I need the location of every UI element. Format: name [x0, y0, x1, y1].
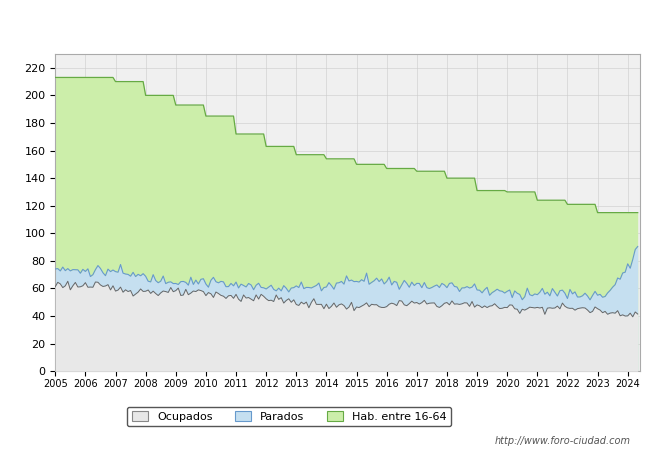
Text: Yecla de Yeltes - Evolucion de la poblacion en edad de Trabajar Mayo de 2024: Yecla de Yeltes - Evolucion de la poblac…	[40, 17, 610, 30]
Text: http://www.foro-ciudad.com: http://www.foro-ciudad.com	[495, 436, 630, 446]
Legend: Ocupados, Parados, Hab. entre 16-64: Ocupados, Parados, Hab. entre 16-64	[127, 407, 452, 426]
